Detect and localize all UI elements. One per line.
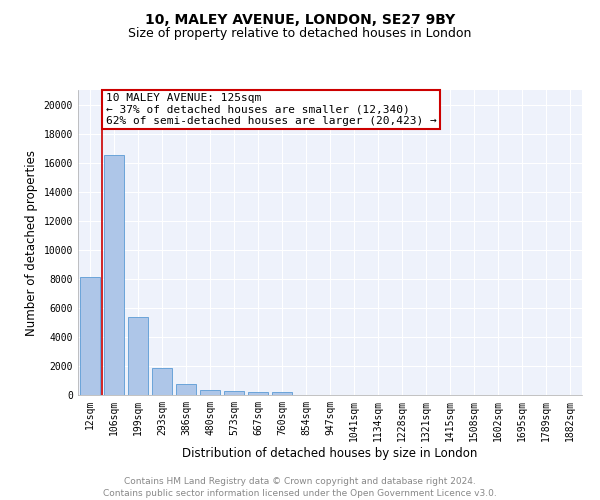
X-axis label: Distribution of detached houses by size in London: Distribution of detached houses by size … — [182, 446, 478, 460]
Text: Size of property relative to detached houses in London: Size of property relative to detached ho… — [128, 28, 472, 40]
Text: 10 MALEY AVENUE: 125sqm
← 37% of detached houses are smaller (12,340)
62% of sem: 10 MALEY AVENUE: 125sqm ← 37% of detache… — [106, 93, 436, 126]
Bar — [200, 390, 220, 395]
Bar — [272, 392, 292, 395]
Bar — [224, 391, 244, 395]
Bar — [104, 156, 124, 395]
Bar — [128, 316, 148, 395]
Bar — [248, 392, 268, 395]
Bar — [80, 278, 100, 395]
Text: 10, MALEY AVENUE, LONDON, SE27 9BY: 10, MALEY AVENUE, LONDON, SE27 9BY — [145, 12, 455, 26]
Text: Contains HM Land Registry data © Crown copyright and database right 2024.
Contai: Contains HM Land Registry data © Crown c… — [103, 476, 497, 498]
Bar — [176, 384, 196, 395]
Bar — [152, 368, 172, 395]
Y-axis label: Number of detached properties: Number of detached properties — [25, 150, 38, 336]
